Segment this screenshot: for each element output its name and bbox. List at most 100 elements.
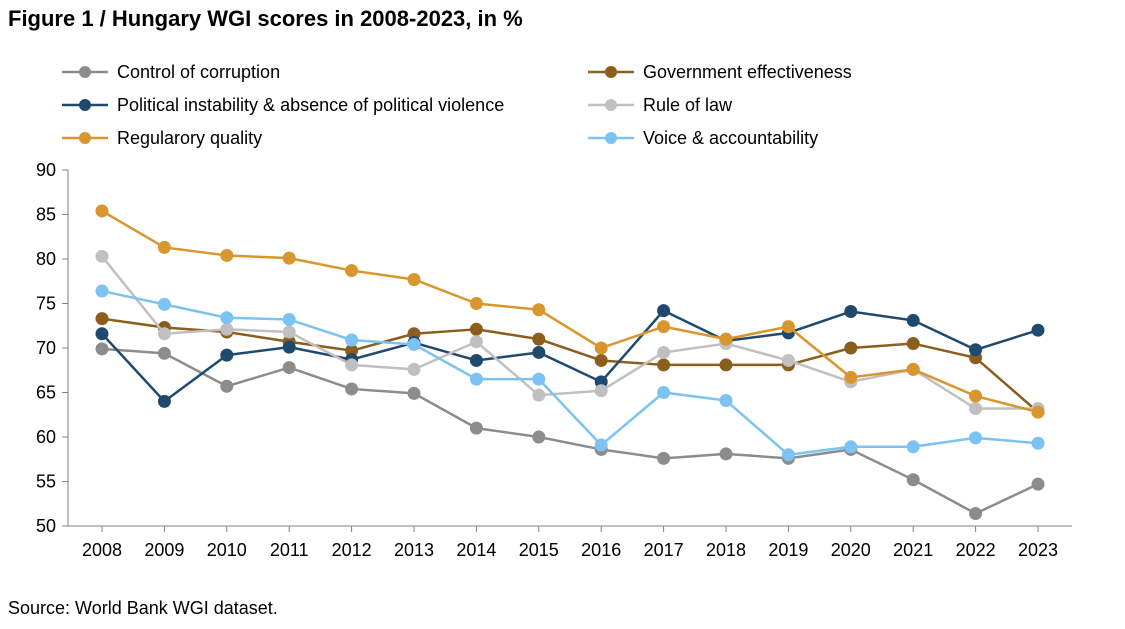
data-point: [657, 358, 671, 372]
y-tick-label: 85: [36, 205, 56, 225]
legend-label: Regularory quality: [117, 128, 262, 148]
data-point: [594, 353, 608, 367]
x-tick-label: 2022: [956, 540, 996, 560]
data-point: [906, 313, 920, 327]
data-point: [1031, 405, 1045, 419]
source-note: Source: World Bank WGI dataset.: [8, 598, 278, 618]
data-point: [719, 358, 733, 372]
chart-title: Figure 1 / Hungary WGI scores in 2008-20…: [8, 6, 523, 31]
y-tick-label: 50: [36, 516, 56, 536]
data-point: [594, 375, 608, 389]
data-point: [157, 297, 171, 311]
data-point: [532, 332, 546, 346]
legend-marker: [79, 66, 91, 78]
data-point: [969, 431, 983, 445]
series-4: [95, 204, 1045, 419]
series-line: [101, 309, 1039, 403]
data-point: [532, 303, 546, 317]
data-point: [719, 447, 733, 461]
y-tick-label: 75: [36, 294, 56, 314]
series-line: [101, 209, 1039, 414]
x-tick-label: 2023: [1018, 540, 1058, 560]
data-point: [282, 251, 296, 265]
data-point: [719, 394, 733, 408]
data-point: [469, 322, 483, 336]
data-point: [345, 264, 359, 278]
legend-marker: [79, 132, 91, 144]
data-point: [906, 473, 920, 487]
data-point: [657, 320, 671, 334]
data-point: [1031, 477, 1045, 491]
data-point: [157, 394, 171, 408]
data-point: [532, 430, 546, 444]
legend-marker: [605, 132, 617, 144]
data-point: [157, 240, 171, 254]
x-tick-label: 2014: [456, 540, 496, 560]
data-point: [781, 353, 795, 367]
data-point: [345, 358, 359, 372]
y-tick-label: 70: [36, 338, 56, 358]
data-point: [594, 438, 608, 452]
data-point: [906, 362, 920, 376]
legend-label: Political instability & absence of polit…: [117, 95, 504, 115]
data-point: [1031, 323, 1045, 337]
y-tick-label: 65: [36, 383, 56, 403]
data-point: [220, 311, 234, 325]
x-axis: 2008 2009 2010 2011 2012 2013 2014 2015 2016 2017…: [68, 525, 1072, 560]
data-point: [282, 361, 296, 375]
data-point: [220, 379, 234, 393]
legend-item: Political instability & absence of polit…: [62, 95, 504, 115]
data-point: [282, 325, 296, 339]
data-point: [345, 344, 359, 358]
legend-label: Control of corruption: [117, 62, 280, 82]
data-point: [345, 333, 359, 347]
data-point: [906, 440, 920, 454]
data-point: [469, 353, 483, 367]
data-point: [95, 312, 109, 326]
data-point: [969, 343, 983, 357]
data-point: [844, 370, 858, 384]
legend-label: Government effectiveness: [643, 62, 852, 82]
legend-label: Rule of law: [643, 95, 733, 115]
data-point: [469, 335, 483, 349]
series-line: [101, 347, 1039, 515]
data-point: [95, 327, 109, 341]
legend-marker: [605, 66, 617, 78]
series-3: [95, 249, 1045, 416]
data-point: [719, 332, 733, 346]
legend-item: Government effectiveness: [588, 62, 852, 82]
data-point: [407, 362, 421, 376]
x-tick-label: 2019: [768, 540, 808, 560]
plot-area: [95, 204, 1045, 521]
legend: Control of corruption Government effectiv…: [62, 62, 852, 148]
x-tick-label: 2009: [144, 540, 184, 560]
x-tick-label: 2010: [207, 540, 247, 560]
data-point: [95, 342, 109, 356]
data-point: [157, 346, 171, 360]
legend-item: Regularory quality: [62, 128, 262, 148]
x-tick-label: 2013: [394, 540, 434, 560]
data-point: [594, 341, 608, 355]
data-point: [906, 337, 920, 351]
legend-marker: [605, 99, 617, 111]
data-point: [657, 451, 671, 465]
data-point: [469, 421, 483, 435]
x-tick-label: 2020: [831, 540, 871, 560]
data-point: [95, 204, 109, 218]
data-point: [781, 320, 795, 334]
x-tick-label: 2016: [581, 540, 621, 560]
data-point: [157, 327, 171, 341]
legend-item: Voice & accountability: [588, 128, 818, 148]
data-point: [657, 345, 671, 359]
data-point: [469, 372, 483, 386]
data-point: [781, 448, 795, 462]
x-tick-label: 2015: [519, 540, 559, 560]
series-line: [101, 317, 1039, 414]
data-point: [407, 327, 421, 341]
series-5: [95, 284, 1045, 462]
x-tick-label: 2021: [893, 540, 933, 560]
data-point: [1031, 436, 1045, 450]
data-point: [969, 507, 983, 521]
data-point: [594, 384, 608, 398]
